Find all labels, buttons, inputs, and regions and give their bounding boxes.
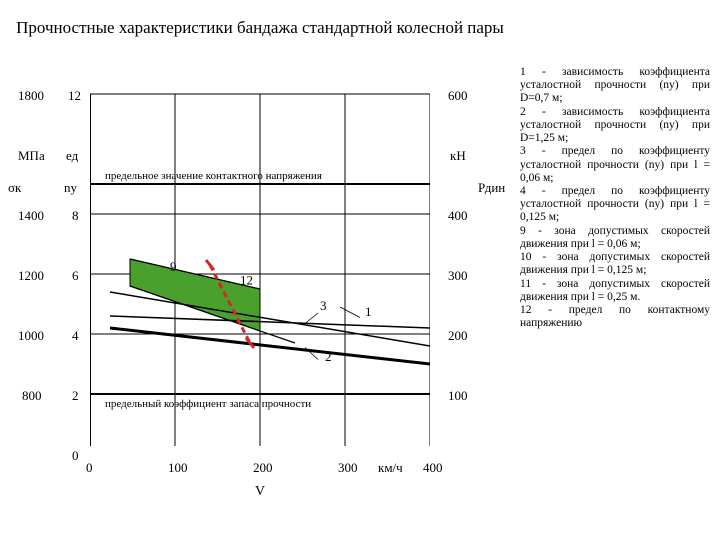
left2-tick-2: 2 — [72, 388, 79, 404]
svg-text:3: 3 — [320, 298, 327, 313]
left2-tick-8: 8 — [72, 208, 79, 224]
note-contact: предельное значение контактного напряжен… — [105, 170, 322, 182]
left1-unit: МПа — [18, 148, 45, 164]
left1-tick-1400: 1400 — [18, 208, 44, 224]
left1-tick-1200: 1200 — [18, 268, 44, 284]
legend-11: 11 - зона допустимых скоростей движения … — [520, 278, 710, 304]
left2-unit: ед — [66, 148, 78, 164]
left2-tick-4: 4 — [72, 328, 79, 344]
right-tick-200: 200 — [448, 328, 468, 344]
right-tick-400: 400 — [448, 208, 468, 224]
left1-tick-800: 800 — [22, 388, 42, 404]
x-tick-0: 0 — [86, 460, 93, 476]
legend-1: 1 - зависимость коэффициента усталостной… — [520, 66, 710, 106]
x-tick-400: 400 — [423, 460, 443, 476]
right-tick-100: 100 — [448, 388, 468, 404]
x-symbol: V — [255, 484, 265, 500]
chart-svg: 123912 — [90, 86, 430, 446]
x-tick-300: 300 — [338, 460, 358, 476]
left2-tick-0: 0 — [72, 448, 79, 464]
left1-tick-1800: 1800 — [18, 88, 44, 104]
legend-12: 12 - предел по контактному напряжению — [520, 304, 710, 330]
legend-3: 3 - предел по коэффициенту усталостной п… — [520, 145, 710, 185]
left1-symbol: σк — [8, 180, 21, 196]
x-tick-200: 200 — [253, 460, 273, 476]
x-tick-100: 100 — [168, 460, 188, 476]
legend-block: 1 - зависимость коэффициента усталостной… — [520, 66, 710, 330]
chart-title: Прочностные характеристики бандажа станд… — [0, 18, 520, 38]
chart-plot: 123912 — [90, 86, 430, 446]
left1-tick-1000: 1000 — [18, 328, 44, 344]
right-tick-300: 300 — [448, 268, 468, 284]
svg-text:2: 2 — [325, 349, 332, 364]
svg-text:9: 9 — [170, 259, 177, 274]
legend-10: 10 - зона допустимых скоростей движения … — [520, 251, 710, 277]
x-unit: км/ч — [378, 460, 403, 476]
right-tick-600: 600 — [448, 88, 468, 104]
left2-tick-12: 12 — [68, 88, 81, 104]
left2-tick-6: 6 — [72, 268, 79, 284]
note-safety: предельный коэффициент запаса прочности — [105, 398, 311, 410]
legend-4: 4 - предел по коэффициенту усталостной п… — [520, 185, 710, 225]
right-symbol: Рдин — [478, 180, 505, 196]
svg-text:1: 1 — [365, 304, 372, 319]
svg-text:12: 12 — [240, 273, 253, 288]
legend-9: 9 - зона допустимых скоростей движения п… — [520, 225, 710, 251]
right-unit: кН — [450, 148, 466, 164]
legend-2: 2 - зависимость коэффициента усталостной… — [520, 106, 710, 146]
left2-symbol: nу — [64, 180, 77, 196]
